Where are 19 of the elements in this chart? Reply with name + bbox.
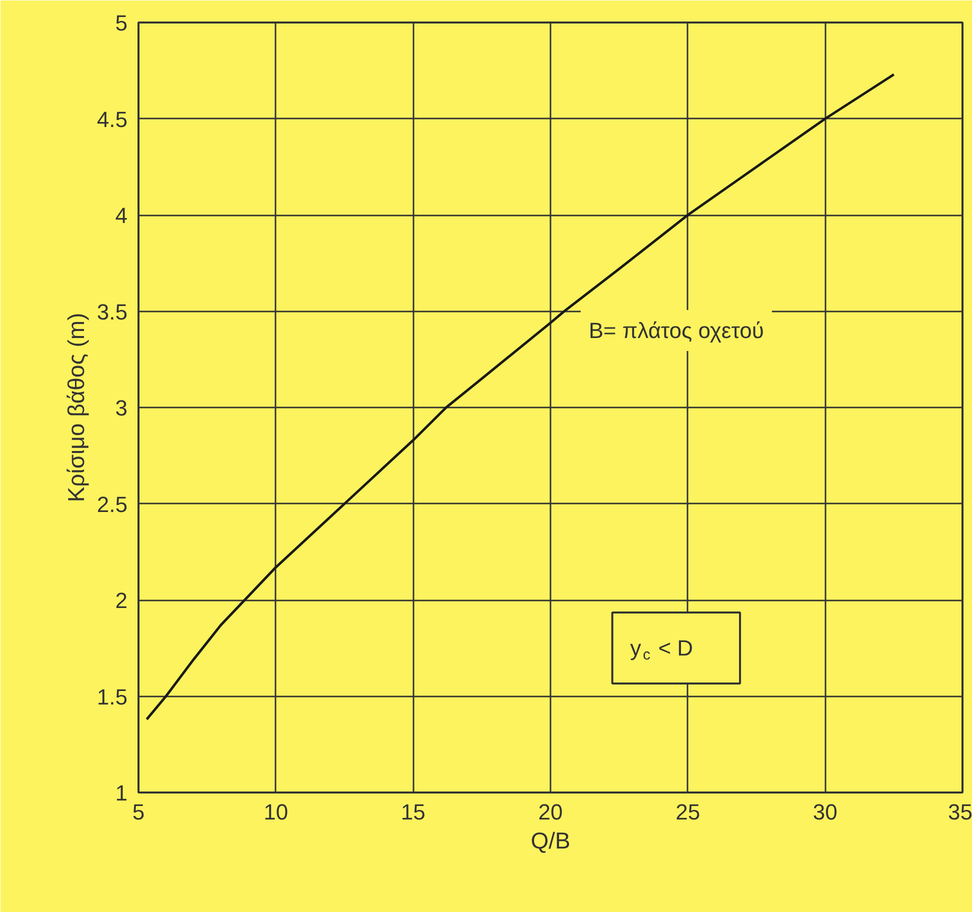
y-tick-label: 5 [115,10,128,36]
x-tick-label: 10 [264,800,288,824]
y-tick-label: 4 [115,203,128,228]
x-tick-label: 5 [132,800,145,824]
y-tick-label: 1.5 [96,684,128,710]
y-tick-label: 3 [115,396,128,420]
x-axis-title: Q/B [530,828,570,854]
x-tick-label: 15 [400,800,426,824]
y-axis-title: Κρίσιμο βάθος (m) [62,312,89,502]
x-tick-label: 25 [676,800,700,824]
x-tick-label: 20 [538,800,563,824]
y-tick-label: 4.5 [96,106,128,132]
y-tick-label: 3.5 [96,299,128,324]
y-tick-label: 2 [115,588,128,613]
x-tick-label: 30 [812,800,838,824]
y-tick-label: 2.5 [96,492,128,517]
y-tick-label: 1 [115,780,128,806]
annotation: B= πλάτος οχετού [588,318,764,343]
x-tick-label: 35 [948,800,972,824]
